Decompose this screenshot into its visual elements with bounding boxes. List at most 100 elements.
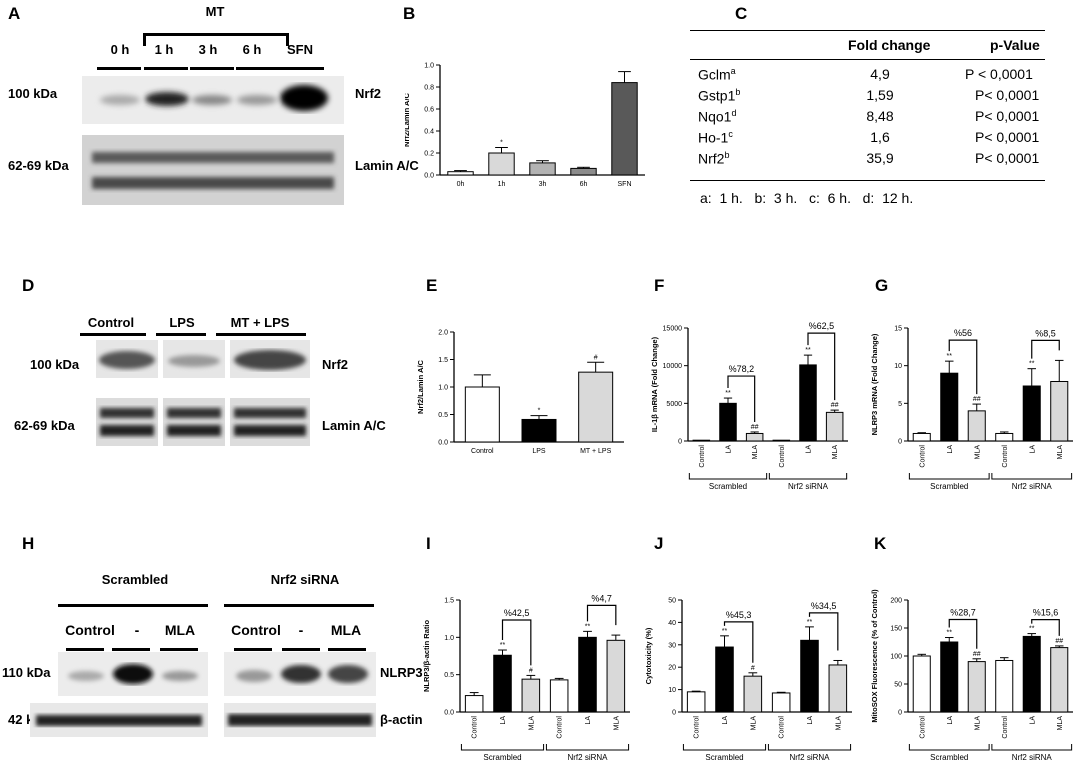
- mt-bracket: [143, 33, 289, 46]
- significance-mark: ##: [973, 651, 981, 658]
- category-label: MLA: [832, 445, 839, 460]
- significance-mark: #: [529, 667, 533, 674]
- significance-mark: #: [751, 665, 755, 672]
- category-label: LA: [726, 445, 733, 454]
- bar: [743, 675, 763, 713]
- bar: [912, 655, 931, 713]
- chart-j: 0 10 20 30 40 50 Cytotoxicity (%) Control ** LA # M…: [644, 598, 852, 762]
- lane-bar: [112, 648, 150, 651]
- y-tick-label: 0.6: [424, 107, 434, 114]
- y-axis-label: NLRP3/β-actin Ratio: [422, 620, 431, 693]
- category-label: LA: [806, 445, 813, 454]
- significance-mark: #: [594, 354, 598, 361]
- significance-mark: **: [805, 347, 811, 354]
- category-label: 6h: [580, 181, 588, 188]
- y-tick-label: 10: [894, 363, 902, 370]
- table-pvalue: P< 0,0001: [975, 87, 1040, 103]
- category-label: 3h: [539, 181, 547, 188]
- category-label: MLA: [528, 716, 535, 731]
- lane-label-a-6h: 6 h: [242, 42, 262, 57]
- panel-label-a: A: [8, 4, 21, 23]
- table-gene: Nrf2b: [698, 150, 730, 167]
- bar: [912, 432, 931, 442]
- bar: [745, 432, 764, 442]
- category-label: LA: [722, 716, 729, 725]
- y-axis-label: Nrf2/Lamin A/C: [416, 359, 425, 413]
- category-label: MLA: [750, 716, 757, 731]
- comparison-bracket: [501, 619, 532, 666]
- bar: [521, 418, 557, 443]
- lane-label-h: -: [134, 622, 140, 638]
- bar: [464, 695, 484, 713]
- nrf2-blot-a: [82, 76, 344, 124]
- table-fold: 1,59: [866, 87, 894, 103]
- lane-bar: [156, 333, 206, 336]
- y-tick-label: 15: [894, 326, 902, 333]
- y-tick-label: 0: [678, 439, 682, 446]
- lane-bar: [216, 333, 306, 336]
- bar: [578, 371, 614, 443]
- y-tick-label: 40: [668, 620, 676, 627]
- group-label-nrf2sirna: Nrf2 siRNA: [270, 572, 340, 587]
- y-axis-label: MitoSOX Fluorescence (% of Control): [870, 589, 879, 723]
- significance-mark: ##: [751, 424, 759, 431]
- comparison-label: %4,7: [591, 593, 612, 603]
- comparison-bracket: [948, 339, 978, 395]
- lane-bar: [66, 648, 104, 651]
- lane-label-a-0h: 0 h: [110, 42, 130, 57]
- y-tick-label: 0.8: [424, 85, 434, 92]
- table-gene: Ho-1c: [698, 129, 733, 146]
- group-label: Scrambled: [930, 753, 968, 762]
- comparison-label: %42,5: [504, 608, 530, 618]
- bar: [1050, 380, 1069, 442]
- comparison-bracket: [807, 332, 836, 401]
- category-label: MLA: [974, 445, 981, 460]
- y-tick-label: 30: [668, 642, 676, 649]
- y-tick-label: 50: [668, 598, 676, 605]
- bar: [606, 639, 626, 713]
- comparison-label: %45,3: [726, 610, 752, 620]
- lane-bar: [282, 648, 320, 651]
- category-label: Control: [557, 716, 564, 739]
- y-tick-label: 10000: [663, 363, 683, 370]
- bar: [611, 82, 638, 176]
- bar: [488, 152, 515, 176]
- protein-label: Nrf2: [355, 86, 382, 101]
- panel-label-h: H: [22, 534, 35, 553]
- lane-bar: [328, 648, 366, 651]
- group-label-scrambled: Scrambled: [101, 572, 169, 587]
- group-label: Nrf2 siRNA: [1012, 482, 1053, 491]
- y-tick-label: 0.5: [444, 672, 454, 679]
- group-bar: [224, 604, 374, 607]
- protein-label: β-actin: [380, 712, 423, 727]
- chart-k: 0 50 100 150 200 MitoSOX Fluorescence (% of C…: [870, 589, 1073, 762]
- category-label: MT + LPS: [580, 448, 612, 455]
- y-tick-label: 0.0: [444, 710, 454, 717]
- y-axis-label: Nrf2/Lamin A/C: [405, 92, 411, 146]
- category-label: SFN: [618, 181, 632, 188]
- category-label: LA: [1029, 445, 1036, 454]
- bar: [521, 678, 541, 713]
- group-bracket: [908, 744, 990, 751]
- significance-mark: **: [807, 619, 813, 626]
- bar: [578, 636, 597, 713]
- bar: [995, 659, 1014, 713]
- table-gene: Gclma: [698, 66, 736, 83]
- bar: [799, 364, 817, 442]
- chart-f: 0 5000 10000 15000 IL-1β mRNA (Fold Change) C…: [650, 321, 848, 491]
- lane-label-h: MLA: [164, 622, 196, 638]
- group-bracket: [688, 473, 768, 480]
- group-bracket: [991, 744, 1073, 751]
- bar: [940, 641, 959, 713]
- bar: [715, 646, 734, 713]
- actin-blot: [30, 703, 376, 737]
- category-label: Control: [1002, 445, 1009, 468]
- protein-label: NLRP3: [380, 665, 423, 680]
- chart-e: 0.0 0.5 1.0 1.5 2.0 Nrf2/Lamin A/C Control * LPS…: [416, 330, 624, 455]
- kda-label: 100 kDa: [30, 357, 80, 372]
- table-pvalue: P< 0,0001: [975, 129, 1040, 145]
- bar: [995, 432, 1014, 442]
- lane-label-d-lps: LPS: [169, 315, 195, 330]
- y-tick-label: 50: [894, 682, 902, 689]
- group-bracket: [682, 744, 767, 751]
